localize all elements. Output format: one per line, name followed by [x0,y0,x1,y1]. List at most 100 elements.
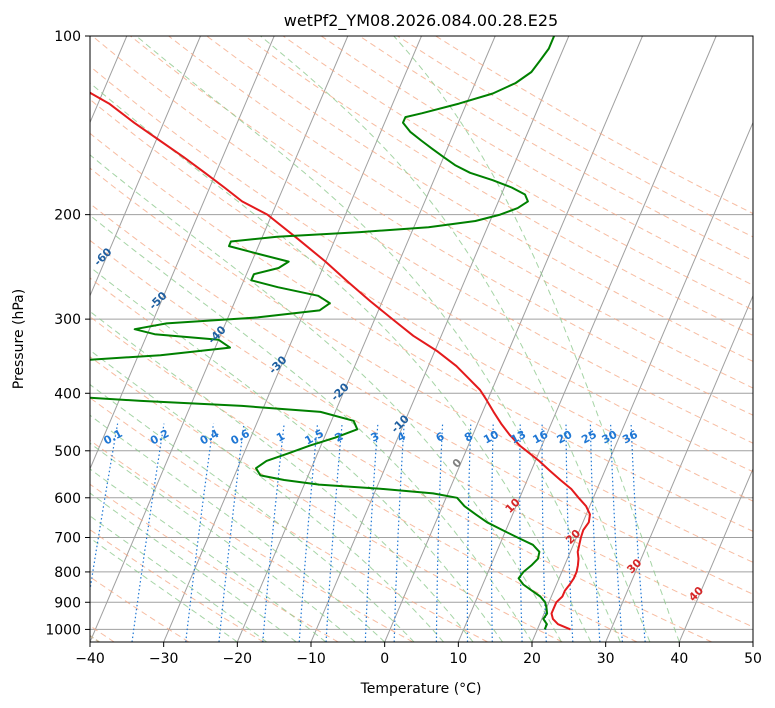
mixing-ratio-line [519,423,523,642]
x-tick-label: 10 [449,651,467,667]
curve-labels-layer: 0.10.20.40.611.52346810131620253036-100-… [0,161,706,604]
chart-title: wetPf2_YM08.2026.084.00.28.E25 [284,11,558,31]
dry-adiabat [206,36,753,362]
mixing-ratio-label: 10 [481,428,501,447]
y-tick-label: 500 [54,444,81,460]
mixing-ratio-line [298,423,319,642]
x-tick-label: 40 [670,651,688,667]
dry-adiabat [359,36,753,262]
series-layer [90,36,591,631]
isotherm-label: -50 [146,289,169,312]
mixing-ratio-label: 1 [274,430,287,445]
x-tick-label: 50 [744,651,762,667]
y-tick-label: 400 [54,386,81,402]
moist-adiabat [90,414,386,642]
mixing-ratio-line [610,423,623,642]
moist-adiabat [135,36,621,642]
dry-adiabat [435,36,753,215]
mixing-ratio-label: 30 [600,428,620,447]
mixing-ratio-line [393,423,405,642]
dry-adiabat [90,239,753,628]
dry-adiabat [90,98,753,502]
moist-adiabat [90,468,327,642]
isotherm-label: -30 [266,353,289,376]
mixing-ratio-label: 8 [462,430,475,445]
isotherm-20 [531,121,753,642]
dry-adiabat [90,167,753,563]
mixing-ratio-label: 3 [369,430,382,445]
x-tick-label: 0 [380,651,389,667]
mixing-ratio-line [435,423,444,642]
x-tick-label: 20 [523,651,541,667]
isotherm--20 [236,36,496,642]
dry-adiabat [90,132,753,532]
moist-adiabat [90,310,474,642]
mixing-ratio-label: 0.6 [229,427,253,448]
dry-adiabat [90,203,753,595]
x-tick-label: −30 [149,651,179,667]
moist-adiabat [260,36,651,642]
y-tick-label: 800 [54,565,81,581]
mixing-ratio-label: 20 [555,428,575,447]
mixing-ratio-label: 1.5 [303,427,326,448]
isotherm-label: -20 [328,380,351,403]
mixing-ratio-label: 0.1 [101,427,124,448]
dry-adiabat [90,316,638,642]
isotherm-label: -40 [205,323,228,346]
y-tick-label: 700 [54,531,81,547]
y-tick-label: 1000 [45,622,81,638]
moist-adiabat [90,537,238,642]
isotherm-0 [384,36,643,642]
mixing-ratio-line [131,423,165,642]
dry-adiabat [90,483,339,642]
isotherm-10 [457,36,717,642]
mixing-ratio-line [90,423,119,594]
dry-adiabat [90,529,264,642]
x-tick-label: −40 [75,651,105,667]
dry-adiabat [168,36,753,389]
moist-adiabat [90,442,356,642]
moist-adiabat [393,36,680,642]
dry-adiabat [130,36,753,416]
isotherm-label: 40 [686,584,706,604]
isotherm-40 [678,467,753,642]
y-tick-label: 300 [54,312,81,328]
y-tick-label: 600 [54,491,81,507]
moist-adiabat [90,515,268,642]
plot-frame [89,35,754,643]
moist-adiabat [90,492,297,642]
dry-adiabat [244,36,753,336]
mixing-ratio-label: 6 [434,429,447,444]
mixing-ratio-label: 13 [509,428,529,447]
isotherm-label: -80 [0,161,3,184]
mixing-ratio-line [466,423,472,642]
dry-adiabat [90,277,712,642]
x-tick-label: −10 [296,651,326,667]
mixing-ratio-label: 2 [333,430,346,445]
isotherm-label: 30 [624,556,644,576]
x-tick-label: 30 [597,651,615,667]
moist-adiabat [90,349,444,642]
isotherm-label: -10 [389,412,412,435]
grid-layer [90,36,753,642]
y-tick-label: 100 [54,29,81,45]
mixing-ratio-label: 36 [620,428,640,447]
mixing-ratio-label: 0.2 [148,427,171,448]
mixing-ratio-line [218,423,245,642]
isotherm-30 [605,294,753,642]
isotherm-label: -60 [91,245,114,268]
moist-adiabat [90,266,503,642]
temperature-line [90,91,591,631]
isotherm--60 [90,36,201,298]
isotherm--30 [163,36,422,642]
mixing-ratio-label: 16 [531,428,551,447]
dry-adiabat [90,356,563,642]
x-tick-label: −20 [223,651,253,667]
mixing-ratio-line [364,423,379,642]
axis-layer: −40 −30 −20 −10 0 10 20 30 40 5010020030040050060… [45,29,762,667]
x-axis-label: Temperature (°C) [360,681,482,697]
dry-adiabat [91,36,753,444]
isotherm--50 [90,36,275,471]
mixing-ratio-line [630,423,646,642]
